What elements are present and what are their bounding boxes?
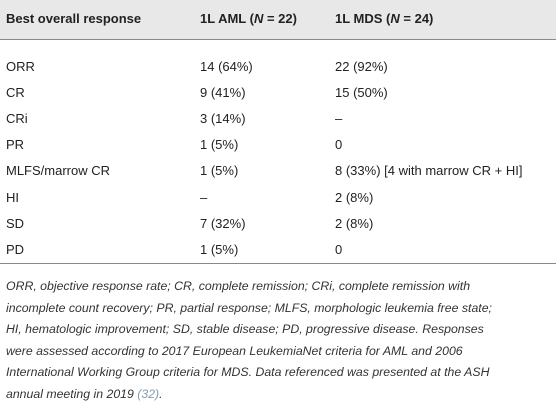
footnote-end: . bbox=[159, 386, 163, 401]
footnote-text: annual meeting in 2019 bbox=[6, 386, 134, 401]
cell-value: 0 bbox=[335, 241, 343, 257]
cell-value: 1 (5%) bbox=[200, 163, 239, 179]
header-text: Best overall response bbox=[6, 11, 142, 26]
header-text: = 24) bbox=[399, 11, 434, 26]
cell-value: 3 (14%) bbox=[200, 111, 246, 127]
cell-value: 2 (8%) bbox=[335, 215, 374, 231]
cell-value: 15 (50%) bbox=[335, 85, 388, 101]
row-label: CRi bbox=[6, 111, 28, 127]
header-cell: 1L AML (N = 22) bbox=[200, 11, 297, 27]
cell-value: 7 (32%) bbox=[200, 215, 246, 231]
row-label: SD bbox=[6, 215, 25, 231]
cell-value: – bbox=[335, 111, 343, 127]
cell-value: 8 (33%) [4 with marrow CR + HI] bbox=[335, 163, 523, 179]
footnote: ORR, objective response rate; CR, comple… bbox=[6, 276, 492, 406]
cell-value: 0 bbox=[335, 137, 343, 153]
cell-value: 14 (64%) bbox=[200, 59, 253, 74]
cell-value: 22 (92%) bbox=[335, 59, 388, 74]
footnote-text: HI, hematologic improvement; SD, stable … bbox=[6, 322, 484, 337]
footnote-text: were assessed according to 2017 European… bbox=[6, 343, 463, 358]
cell-value: 2 (8%) bbox=[335, 189, 374, 205]
footnote-line: ORR, objective response rate; CR, comple… bbox=[6, 276, 492, 298]
header-text: = 22) bbox=[263, 11, 297, 26]
cell-value: 1 (5%) bbox=[200, 241, 239, 257]
header-text: 1L AML ( bbox=[200, 11, 254, 26]
row-label: HI bbox=[6, 189, 19, 205]
cell-value: – bbox=[200, 189, 208, 205]
footnote-line: incomplete count recovery; PR, partial r… bbox=[6, 298, 492, 320]
footnote-line: HI, hematologic improvement; SD, stable … bbox=[6, 319, 492, 341]
row-label: ORR bbox=[6, 59, 35, 74]
row-label: PR bbox=[6, 137, 25, 153]
citation: (32) bbox=[137, 386, 160, 401]
table-bottom-rule bbox=[0, 263, 556, 264]
header-cell: Best overall response bbox=[6, 11, 141, 27]
cell-value: 1 (5%) bbox=[200, 137, 239, 153]
footnote-text: ORR, objective response rate; CR, comple… bbox=[6, 279, 471, 293]
row-label: CR bbox=[6, 85, 25, 101]
footnote-text: incomplete count recovery; PR, partial r… bbox=[6, 300, 492, 315]
header-n: N bbox=[253, 11, 264, 26]
footnote-line: were assessed according to 2017 European… bbox=[6, 341, 492, 363]
header-text: 1L MDS ( bbox=[335, 11, 391, 26]
cell-value: 9 (41%) bbox=[200, 85, 246, 101]
header-row: Best overall response 1L AML (N = 22) 1L M… bbox=[0, 0, 556, 40]
footnote-line: International Working Group criteria for… bbox=[6, 362, 492, 384]
row-label: MLFS/marrow CR bbox=[6, 163, 111, 179]
footnote-line: annual meeting in 2019 (32). bbox=[6, 384, 492, 406]
row-label: PD bbox=[6, 241, 25, 257]
header-cell: 1L MDS (N = 24) bbox=[335, 11, 433, 27]
footnote-text: International Working Group criteria for… bbox=[6, 365, 490, 380]
header-n: N bbox=[390, 11, 400, 26]
